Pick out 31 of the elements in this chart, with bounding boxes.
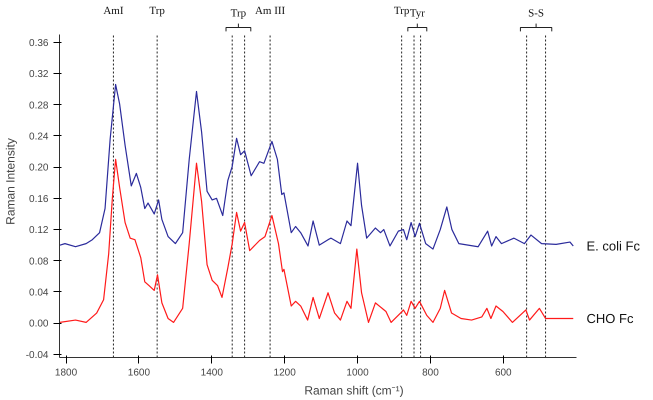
y-tick-label: 0.08 <box>29 256 49 268</box>
x-tick-label: 1400 <box>200 368 224 378</box>
ref-line-label: Trp <box>394 4 410 17</box>
y-tick-label: 0.04 <box>29 287 49 298</box>
x-tick-label: 1600 <box>128 368 150 378</box>
y-axis-title: Raman Intensity <box>4 138 18 225</box>
y-tick-label: 0.28 <box>29 100 49 112</box>
x-axis-title: Raman shift (cm⁻¹) <box>304 384 404 398</box>
ref-line-label: AmI <box>103 4 124 17</box>
x-tick-label: 600 <box>494 368 512 378</box>
series-label: CHO Fc <box>586 311 634 326</box>
y-tick-label: 0.36 <box>29 38 49 49</box>
x-tick-label: 1000 <box>346 368 370 378</box>
y-tick-label: 0.24 <box>29 131 49 142</box>
series-label: E. coli Fc <box>586 238 640 254</box>
y-tick-label: 0.16 <box>29 194 49 205</box>
x-tick-label: 1800 <box>54 368 78 378</box>
line-series <box>60 158 574 323</box>
ref-line-label: Am III <box>254 4 286 17</box>
line-series <box>60 84 574 250</box>
ref-line-label: Tyr <box>410 8 426 20</box>
ref-line-label: Trp <box>149 4 166 17</box>
y-tick-label: -0.04 <box>26 350 49 361</box>
ref-line-label: S-S <box>528 8 544 20</box>
x-tick-label: 1200 <box>274 368 296 378</box>
y-tick-label: 0.00 <box>29 318 49 330</box>
y-tick-label: 0.12 <box>29 225 49 236</box>
y-tick-label: 0.20 <box>29 162 49 174</box>
x-tick-label: 800 <box>422 368 440 378</box>
ref-line-label: Trp <box>230 8 247 20</box>
y-tick-label: 0.32 <box>29 69 49 80</box>
